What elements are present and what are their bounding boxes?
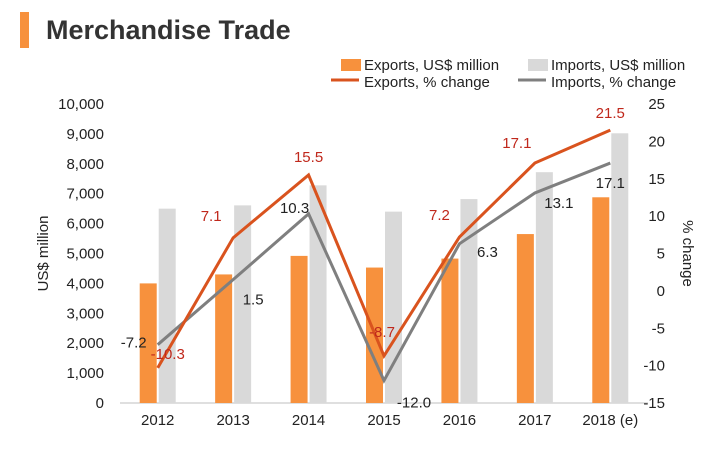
y2-tick-label: 15 (648, 171, 665, 188)
y2-tick-label: 10 (648, 208, 665, 225)
data-label-exports-change: 7.1 (201, 208, 222, 225)
bar-imports (611, 133, 629, 403)
x-tick-label: 2015 (367, 412, 400, 429)
bar-imports (158, 208, 176, 403)
bar-imports (309, 185, 327, 403)
x-tick-label: 2018 (e) (582, 412, 638, 429)
y2-tick-label: -5 (652, 320, 665, 337)
data-label-imports-change: -12.0 (397, 395, 431, 412)
y-tick-label: 10,000 (58, 96, 104, 113)
x-tick-label: 2013 (216, 412, 249, 429)
data-label-imports-change: 1.5 (243, 292, 264, 309)
bar-exports (290, 255, 308, 403)
legend-swatch-exports-bar (341, 59, 361, 71)
y2-tick-label: 25 (648, 96, 665, 113)
y-tick-label: 6,000 (66, 216, 104, 233)
legend-label-exports-line: Exports, % change (364, 74, 490, 91)
y-tick-label: 5,000 (66, 246, 104, 263)
data-label-imports-change: -7.2 (121, 335, 147, 352)
x-tick-label: 2017 (518, 412, 551, 429)
data-label-imports-change: 13.1 (544, 195, 573, 212)
data-label-imports-change: 10.3 (280, 200, 309, 217)
x-tick-label: 2014 (292, 412, 325, 429)
data-labels: -10.3 7.1 15.5 -8.7 7.2 17.1 21.5 -7.2 1.5 10.3 -1… (121, 105, 625, 411)
bar-exports (215, 274, 233, 403)
data-label-exports-change: 15.5 (294, 149, 323, 166)
bar-exports (516, 234, 534, 403)
y-tick-label: 7,000 (66, 186, 104, 203)
y2-tick-label: 5 (657, 246, 665, 263)
data-label-exports-change: 7.2 (429, 207, 450, 224)
bar-imports (460, 199, 478, 403)
legend: Exports, US$ million Imports, US$ millio… (331, 57, 685, 91)
y-tick-label: 0 (96, 395, 104, 412)
bars (139, 133, 629, 403)
bar-imports (234, 205, 252, 403)
bar-exports (139, 283, 157, 403)
y-tick-label: 1,000 (66, 365, 104, 382)
y-tick-label: 3,000 (66, 305, 104, 322)
y2-tick-label: -15 (643, 395, 665, 412)
legend-swatch-imports-bar (528, 59, 548, 71)
y2-tick-label: -10 (643, 358, 665, 375)
x-tick-label: 2016 (443, 412, 476, 429)
line-imports-change (156, 161, 611, 384)
legend-label-imports-bar: Imports, US$ million (551, 57, 685, 74)
y-axis-title: US$ million (35, 216, 52, 292)
data-label-imports-change: 17.1 (596, 175, 625, 192)
bar-imports (535, 172, 553, 403)
bar-exports (441, 258, 459, 403)
data-label-exports-change: -8.7 (369, 324, 395, 341)
data-label-exports-change: -10.3 (151, 346, 185, 363)
lines (156, 128, 611, 384)
line-exports-change (156, 128, 611, 369)
y-tick-label: 8,000 (66, 156, 104, 173)
y-tick-label: 4,000 (66, 275, 104, 292)
y2-tick-label: 20 (648, 133, 665, 150)
x-tick-label: 2012 (141, 412, 174, 429)
legend-label-imports-line: Imports, % change (551, 74, 676, 91)
data-label-exports-change: 21.5 (596, 105, 625, 122)
y2-tick-label: 0 (657, 283, 665, 300)
y-tick-label: 9,000 (66, 126, 104, 143)
axes: 0 1,000 2,000 3,000 4,000 5,000 6,000 7,000 8,00… (35, 96, 696, 429)
y2-axis-title: % change (679, 220, 696, 287)
bar-exports (592, 197, 610, 403)
legend-label-exports-bar: Exports, US$ million (364, 57, 499, 74)
data-label-imports-change: 6.3 (477, 244, 498, 261)
chart-title: Merchandise Trade (46, 15, 291, 45)
title-accent-bar (20, 12, 29, 48)
data-label-exports-change: 17.1 (502, 135, 531, 152)
y-tick-label: 2,000 (66, 335, 104, 352)
